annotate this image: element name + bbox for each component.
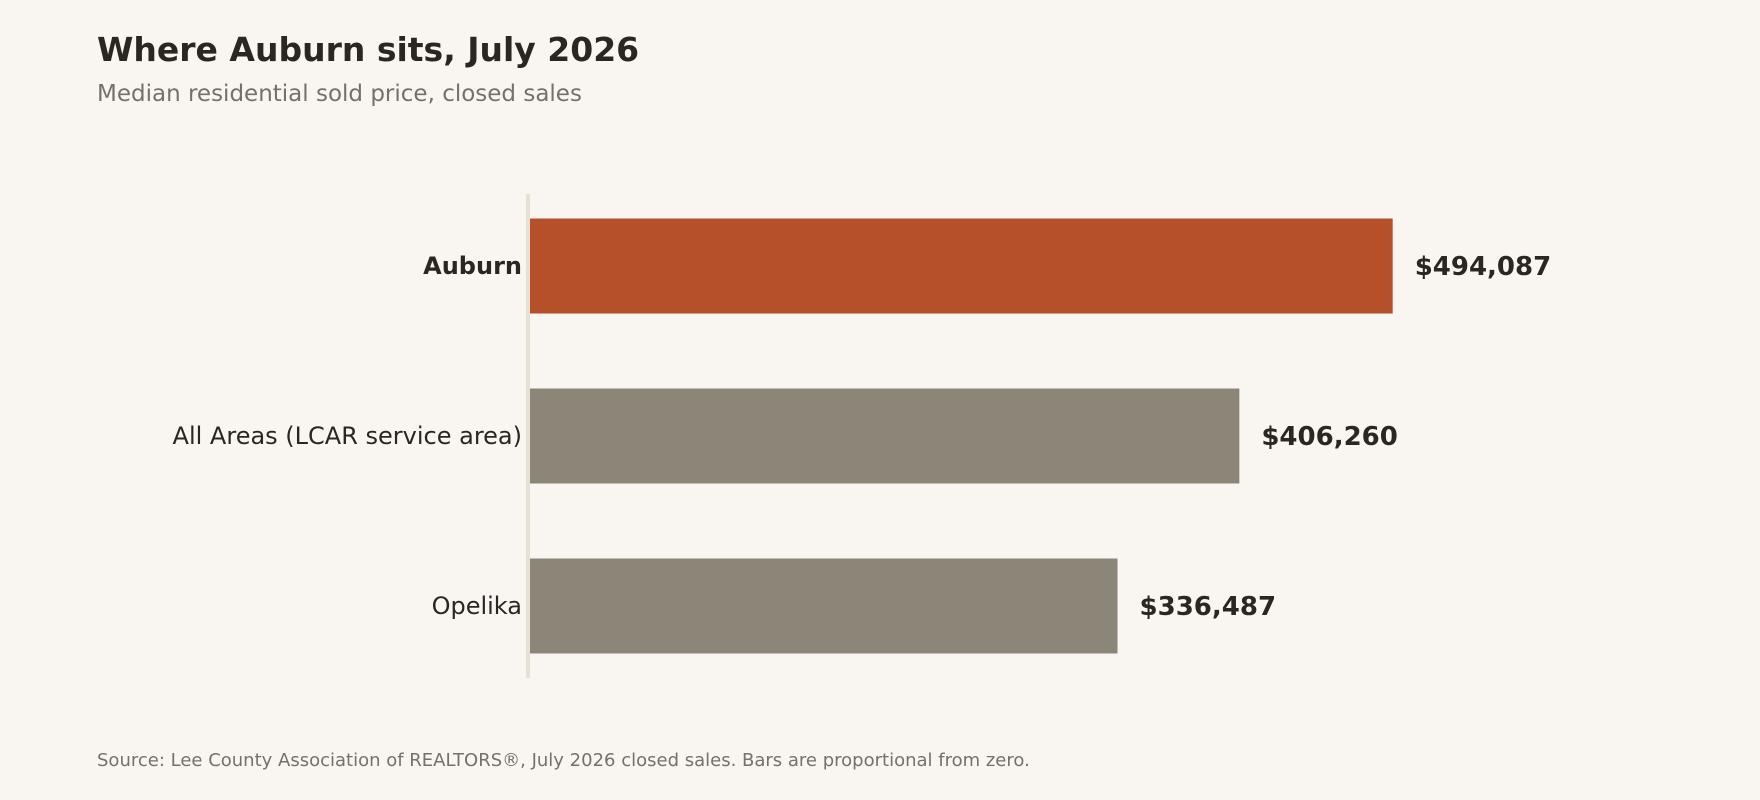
chart-subtitle: Median residential sold price, closed sa… (97, 81, 582, 107)
category-label-opelika: Opelika (432, 592, 522, 620)
bar-opelika (530, 558, 1118, 654)
bar-all-areas-lcar-service-area (530, 388, 1240, 484)
category-label-auburn: Auburn (423, 252, 522, 280)
bar-auburn (530, 218, 1393, 314)
source-note: Source: Lee County Association of REALTO… (97, 750, 1030, 771)
value-label-all-areas-lcar-service-area: $406,260 (1261, 422, 1398, 452)
value-label-auburn: $494,087 (1415, 252, 1552, 282)
chart-title: Where Auburn sits, July 2026 (97, 30, 640, 69)
value-label-opelika: $336,487 (1140, 592, 1277, 622)
category-label-all-areas-lcar-service-area: All Areas (LCAR service area) (173, 422, 522, 450)
